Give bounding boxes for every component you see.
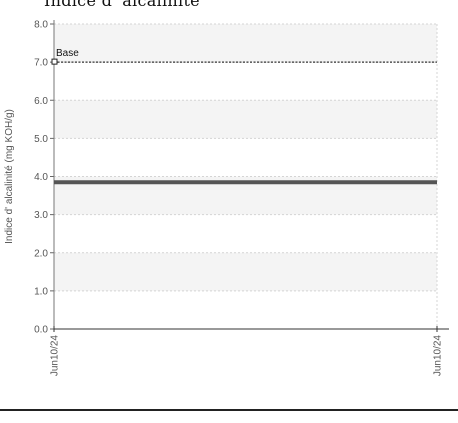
reference-label: Base [56,48,79,59]
reference-marker [51,58,58,65]
bottom-divider [0,409,458,411]
reference-lines: Base [51,48,437,65]
plot-band [54,24,437,63]
x-tick-label: Jun10/24 [433,335,444,377]
x-tick-labels: Jun10/24 Jun10/24 [50,335,444,377]
y-tick-label: 8.0 [34,20,48,31]
chart-title: Indice d' alcalinité [44,0,200,10]
y-tick-labels: 0.0 1.0 2.0 3.0 4.0 5.0 6.0 7.0 8.0 [34,20,48,336]
y-tick-label: 2.0 [34,248,48,259]
plot-background-bands [54,24,437,291]
y-tick-label: 7.0 [34,58,48,69]
y-tick-label: 6.0 [34,96,48,107]
plot-band [54,100,437,139]
y-axis-title: Indice d' alcalinité (mg KOH/g) [4,109,15,244]
y-tick-label: 1.0 [34,286,48,297]
axes [50,20,449,332]
plot-band [54,252,437,291]
y-tick-label: 0.0 [34,325,48,336]
y-tick-label: 3.0 [34,210,48,221]
y-tick-label: 4.0 [34,172,48,183]
x-tick-label: Jun10/24 [50,335,61,377]
y-tick-label: 5.0 [34,134,48,145]
